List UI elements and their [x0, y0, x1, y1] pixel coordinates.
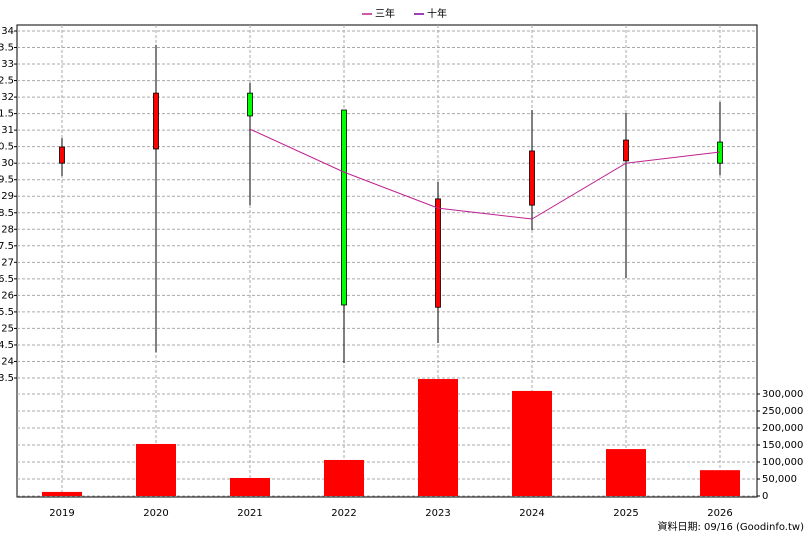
y-tick-label: 24	[1, 356, 14, 367]
y-tick-label: 26	[1, 290, 14, 301]
y2-tick-label: 250,000	[762, 406, 803, 417]
y-tick-label: 4.5	[0, 340, 14, 351]
x-tick-label: 2022	[331, 508, 356, 519]
y-tick-label: 34	[1, 26, 14, 37]
y-tick-label: 9.5	[0, 175, 14, 186]
y-tick-label: 33	[1, 59, 14, 70]
volume-bar	[700, 470, 740, 496]
y2-tick-label: 200,000	[762, 423, 803, 434]
x-tick-label: 2025	[613, 508, 638, 519]
x-tick-label: 2023	[425, 508, 450, 519]
y-tick-label: 5.5	[0, 307, 14, 318]
legend-label: 三年	[375, 7, 395, 20]
candle-body	[435, 198, 441, 308]
volume-bar	[230, 477, 270, 496]
y2-tick-label: 50,000	[762, 474, 797, 485]
candle-body	[247, 92, 253, 117]
footnote: 資料日期: 09/16 (Goodinfo.tw)	[657, 520, 804, 533]
y2-tick-label: 100,000	[762, 457, 803, 468]
y-tick-label: 0.5	[0, 142, 14, 153]
y-tick-label: 25	[1, 323, 14, 334]
y-tick-label: 3.5	[0, 43, 14, 54]
candle-body	[341, 109, 347, 306]
y-tick-label: 28	[1, 224, 14, 235]
x-tick-label: 2020	[143, 508, 168, 519]
y-tick-label: 30	[1, 158, 14, 169]
candle-body	[623, 139, 629, 162]
volume-bar	[512, 390, 552, 496]
y-tick-label: 29	[1, 191, 14, 202]
plot-frame	[16, 24, 758, 498]
x-tick-label: 2024	[519, 508, 544, 519]
y-tick-label: 6.5	[0, 274, 14, 285]
y-tick-label: 32	[1, 92, 14, 103]
y-tick-label: 7.5	[0, 241, 14, 252]
y-tick-label: 1.5	[0, 109, 14, 120]
volume-bar	[324, 459, 364, 496]
y2-tick-label: 0	[762, 491, 768, 502]
x-tick-label: 2019	[49, 508, 74, 519]
volume-bar	[418, 379, 458, 496]
line-series	[249, 128, 721, 220]
candle-body	[529, 150, 535, 206]
y-tick-label: 2.5	[0, 76, 14, 87]
y2-tick-label: 300,000	[762, 389, 803, 400]
y-tick-label: 31	[1, 125, 14, 136]
candle-body	[153, 92, 159, 150]
y2-tick-label: 150,000	[762, 440, 803, 451]
y-tick-label: 8.5	[0, 208, 14, 219]
y-tick-label: 27	[1, 257, 14, 268]
legend-label: 十年	[427, 7, 447, 20]
volume-bar	[42, 491, 82, 496]
volume-bar	[136, 443, 176, 496]
volume-bar	[606, 449, 646, 496]
x-tick-label: 2026	[707, 508, 732, 519]
candle-body	[59, 146, 65, 164]
y-tick-label: 3.5	[0, 373, 14, 384]
x-tick-label: 2021	[237, 508, 262, 519]
